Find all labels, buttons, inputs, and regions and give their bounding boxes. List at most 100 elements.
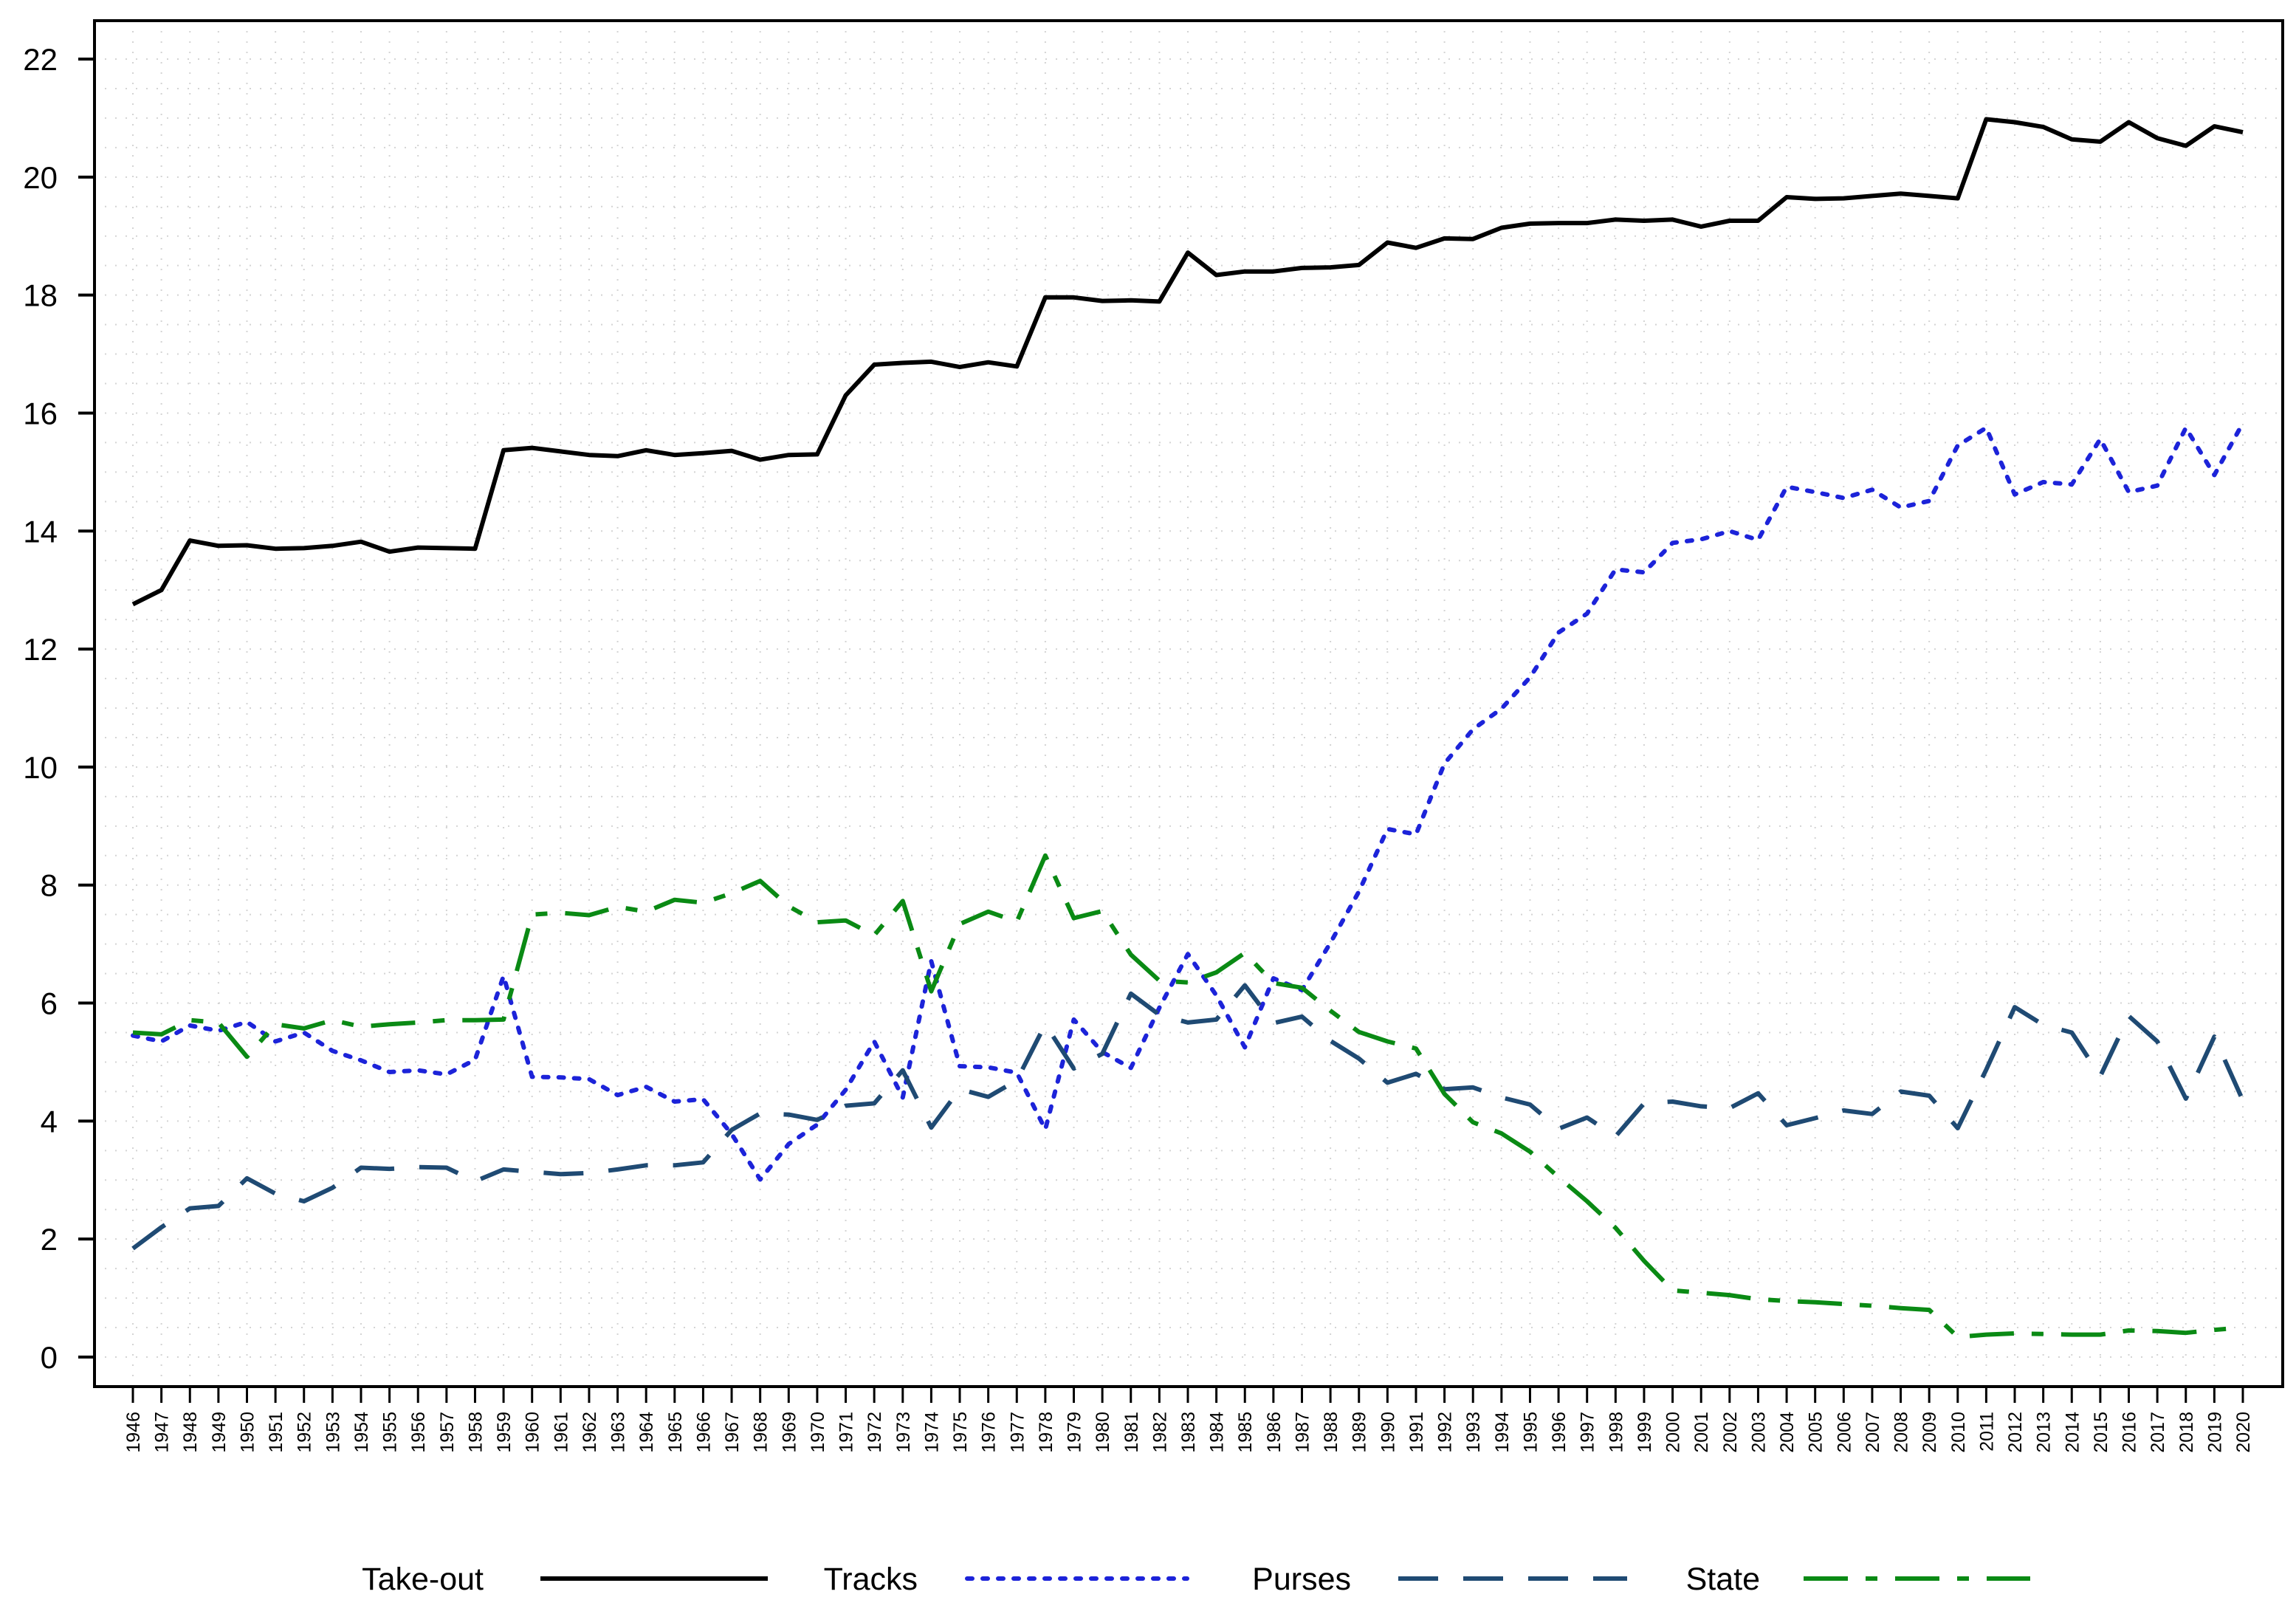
y-tick-label: 0 xyxy=(41,1340,58,1375)
x-tick-label: 1973 xyxy=(893,1412,914,1453)
x-tick-label: 2010 xyxy=(1948,1412,1969,1453)
x-tick-label: 1999 xyxy=(1635,1412,1655,1453)
x-tick-label: 1984 xyxy=(1207,1412,1228,1453)
x-tick-label: 1949 xyxy=(209,1412,230,1453)
x-tick-label: 1963 xyxy=(608,1412,629,1453)
x-tick-label: 1978 xyxy=(1036,1412,1056,1453)
x-tick-label: 1946 xyxy=(123,1412,144,1453)
legend-label-state: State xyxy=(1686,1562,1760,1597)
x-tick-label: 1979 xyxy=(1065,1412,1085,1453)
y-tick-label: 22 xyxy=(23,42,58,77)
x-tick-label: 1962 xyxy=(580,1412,600,1453)
x-tick-label: 1990 xyxy=(1378,1412,1398,1453)
x-tick-label: 1983 xyxy=(1178,1412,1199,1453)
x-tick-label: 2002 xyxy=(1720,1412,1741,1453)
x-tick-label: 2020 xyxy=(2233,1412,2254,1453)
x-tick-label: 1971 xyxy=(836,1412,857,1453)
x-tick-label: 2007 xyxy=(1863,1412,1883,1453)
y-tick-label: 10 xyxy=(23,750,58,785)
x-tick-label: 1986 xyxy=(1264,1412,1285,1453)
x-tick-label: 1988 xyxy=(1321,1412,1341,1453)
series-line-tracks xyxy=(131,421,2245,1182)
x-tick-label: 1959 xyxy=(494,1412,515,1453)
x-tick-label: 1975 xyxy=(950,1412,971,1453)
series-line-state xyxy=(132,853,2244,1339)
y-tick-label: 6 xyxy=(41,986,58,1021)
x-tick-label: 2016 xyxy=(2120,1412,2140,1453)
x-tick-label: 1968 xyxy=(751,1412,771,1453)
y-tick-label: 18 xyxy=(23,278,58,313)
series-line-take-out xyxy=(131,117,2244,607)
x-tick-label: 1977 xyxy=(1007,1412,1028,1453)
series-line-purses xyxy=(131,983,2245,1251)
x-tick-label: 1950 xyxy=(237,1412,258,1453)
x-tick-label: 1987 xyxy=(1292,1412,1313,1453)
axes: 0 2 4 6 8 10 12 14 16 18 20 22 1946 1947 1948 1949 1950 1… xyxy=(23,19,2284,1453)
x-tick-label: 2017 xyxy=(2148,1412,2168,1453)
x-tick-label: 2019 xyxy=(2204,1412,2225,1453)
x-tick-label: 1956 xyxy=(408,1412,429,1453)
x-tick-label: 2003 xyxy=(1748,1412,1769,1453)
x-tick-label: 1980 xyxy=(1093,1412,1113,1453)
x-tick-label: 1964 xyxy=(636,1412,657,1453)
y-tick-label: 4 xyxy=(41,1104,58,1139)
y-tick-label: 12 xyxy=(23,632,58,667)
x-tick-label: 1966 xyxy=(693,1412,714,1453)
x-tick-label: 1996 xyxy=(1549,1412,1570,1453)
x-tick-label: 2000 xyxy=(1663,1412,1684,1453)
x-tick-label: 1970 xyxy=(808,1412,828,1453)
series-layer xyxy=(131,117,2245,1339)
x-tick-label: 1974 xyxy=(921,1412,942,1453)
x-tick-label: 1967 xyxy=(722,1412,743,1453)
x-tick-label: 1947 xyxy=(152,1412,173,1453)
x-tick-label: 2009 xyxy=(1919,1412,1940,1453)
legend-label-take-out: Take-out xyxy=(362,1562,484,1597)
x-tick-label: 2004 xyxy=(1777,1412,1798,1453)
x-tick-label: 1951 xyxy=(266,1412,286,1453)
x-tick-label: 2015 xyxy=(2091,1412,2111,1453)
x-tick-label: 1993 xyxy=(1463,1412,1484,1453)
x-tick-label: 1960 xyxy=(523,1412,543,1453)
x-tick-label: 1958 xyxy=(465,1412,486,1453)
x-tick-label: 1985 xyxy=(1235,1412,1256,1453)
x-tick-label: 2005 xyxy=(1806,1412,1826,1453)
legend-label-purses: Purses xyxy=(1252,1562,1351,1597)
y-tick-label: 14 xyxy=(23,514,58,549)
x-tick-label: 1953 xyxy=(323,1412,343,1453)
x-tick-label: 2018 xyxy=(2176,1412,2197,1453)
x-tick-label: 1952 xyxy=(295,1412,315,1453)
x-tick-label: 2008 xyxy=(1891,1412,1912,1453)
x-tick-label: 1954 xyxy=(351,1412,372,1453)
x-tick-label: 1976 xyxy=(979,1412,1000,1453)
y-tick-label: 20 xyxy=(23,160,58,195)
x-tick-label: 1957 xyxy=(437,1412,458,1453)
x-tick-label: 2001 xyxy=(1691,1412,1712,1453)
y-tick-label: 16 xyxy=(23,396,58,430)
x-tick-label: 1989 xyxy=(1350,1412,1370,1453)
x-tick-label: 1965 xyxy=(665,1412,686,1453)
x-tick-label: 1994 xyxy=(1492,1412,1513,1453)
x-tick-label: 2013 xyxy=(2034,1412,2055,1453)
y-tick-label: 8 xyxy=(41,868,58,903)
y-tick-label: 2 xyxy=(41,1222,58,1257)
x-tick-label: 1991 xyxy=(1406,1412,1427,1453)
x-tick-label: 1981 xyxy=(1121,1412,1142,1453)
x-tick-label: 2014 xyxy=(2062,1412,2083,1453)
x-tick-label: 1982 xyxy=(1149,1412,1170,1453)
x-tick-label: 1998 xyxy=(1606,1412,1626,1453)
x-tick-label: 1961 xyxy=(551,1412,571,1453)
x-tick-label: 1948 xyxy=(180,1412,201,1453)
grid-layer xyxy=(94,21,2283,1387)
x-tick-label: 1997 xyxy=(1578,1412,1598,1453)
x-tick-label: 2011 xyxy=(1976,1412,1997,1452)
legend-label-tracks: Tracks xyxy=(824,1562,918,1597)
x-tick-label: 2012 xyxy=(2005,1412,2026,1453)
x-tick-label: 1955 xyxy=(380,1412,401,1453)
x-tick-label: 1995 xyxy=(1520,1412,1541,1453)
x-tick-label: 1992 xyxy=(1435,1412,1456,1453)
x-tick-label: 2006 xyxy=(1834,1412,1855,1453)
x-tick-label: 1972 xyxy=(865,1412,885,1453)
x-tick-label: 1969 xyxy=(779,1412,800,1453)
legend: Take-out Tracks Purses State xyxy=(362,1562,2030,1597)
